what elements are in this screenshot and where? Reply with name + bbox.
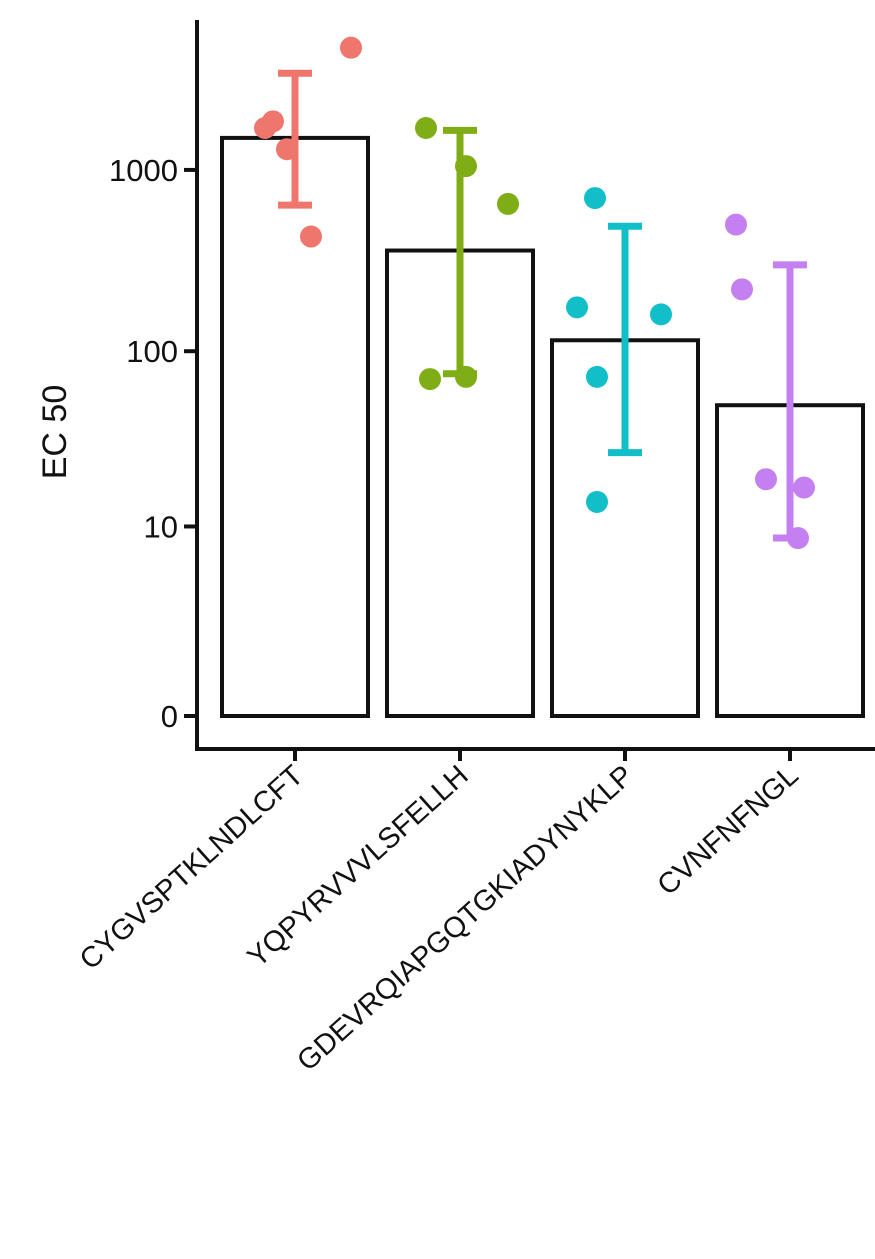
y-ticks-layer: 0 10 100 1000 (109, 153, 197, 734)
bars-layer (220, 135, 865, 718)
data-point (566, 296, 588, 319)
data-point (787, 527, 809, 550)
data-point (584, 187, 606, 210)
error-bar-1 (278, 69, 312, 209)
bar-1 (220, 135, 370, 718)
data-point (455, 155, 477, 178)
data-point (415, 117, 437, 140)
data-point (586, 490, 608, 513)
y-tick-label: 0 (161, 699, 178, 734)
x-tick-label: CVNFNFNGL (652, 759, 805, 901)
data-point (340, 36, 362, 59)
data-point (300, 225, 322, 248)
data-point (725, 213, 747, 236)
y-axis-title: EC 50 (36, 385, 74, 480)
error-bar-3 (608, 222, 642, 457)
data-point (455, 365, 477, 388)
data-point (419, 368, 441, 391)
data-point (262, 110, 284, 133)
y-tick-label: 1000 (109, 153, 178, 188)
data-point (793, 476, 815, 499)
data-point (731, 278, 753, 301)
points-layer (254, 36, 815, 550)
data-point (650, 303, 672, 326)
data-point (755, 468, 777, 491)
data-point (276, 138, 298, 161)
y-tick-label: 100 (126, 334, 178, 369)
data-point (586, 365, 608, 388)
y-tick-label: 10 (144, 509, 178, 544)
x-ticks-layer: CYGVSPTKLNDLCFTYQPYRVVVLSFELLHGDEVRQIAPG… (74, 749, 805, 1078)
x-tick-label: GDEVRQIAPGQTGKIADYNYKLP (291, 759, 639, 1077)
data-point (497, 192, 519, 215)
